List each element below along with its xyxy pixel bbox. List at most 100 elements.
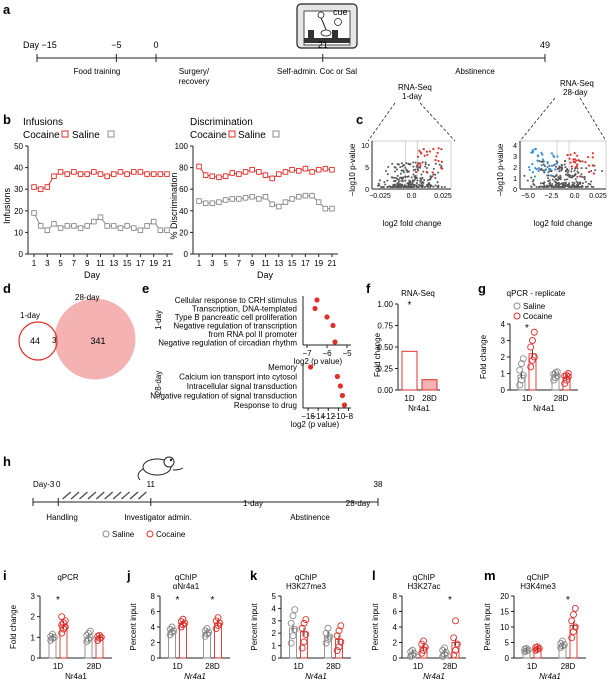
go-term-label: Calcium ion transport into cytosol bbox=[179, 373, 297, 382]
volcano-point-up bbox=[581, 160, 584, 163]
panel-label-g: g bbox=[478, 281, 486, 296]
data-point-cocaine bbox=[91, 169, 97, 175]
bar-saline bbox=[168, 630, 176, 659]
data-point-saline bbox=[104, 223, 110, 229]
volcano-point-up bbox=[573, 152, 576, 155]
volcano-point bbox=[402, 176, 405, 179]
volcano-point-up bbox=[437, 159, 440, 163]
volcano-point bbox=[538, 160, 541, 163]
go-term-label: Negative regulation of signal transducti… bbox=[150, 392, 297, 401]
volcano-point bbox=[569, 176, 572, 179]
volcano-point bbox=[424, 161, 427, 164]
data-point-cocaine bbox=[570, 611, 577, 619]
data-point-saline bbox=[553, 372, 561, 380]
volcano-point bbox=[443, 185, 446, 188]
data-point-saline bbox=[553, 368, 561, 376]
data-point-cocaine bbox=[563, 376, 570, 384]
volcano-point bbox=[553, 180, 556, 183]
volcano-point bbox=[564, 173, 567, 176]
venn-count-overlap: 3 bbox=[52, 336, 57, 345]
y-tick-label: 0.00 bbox=[377, 386, 393, 395]
data-point-cocaine bbox=[296, 168, 302, 174]
chart-go-28day: −16−14−12−10−8 bbox=[301, 364, 354, 421]
y-tick-label: 0 bbox=[272, 654, 277, 663]
volcano-point bbox=[549, 181, 552, 184]
i-title: qPCR bbox=[57, 573, 79, 582]
x-tick-label: 9 bbox=[85, 259, 90, 268]
volcano-point bbox=[416, 167, 419, 170]
volcano-point bbox=[404, 166, 407, 169]
volcano-point bbox=[423, 179, 426, 182]
volcano-point bbox=[428, 182, 431, 185]
data-point-cocaine bbox=[130, 169, 137, 175]
data-point-cocaine bbox=[333, 632, 341, 640]
timeline-tick-label: −5 bbox=[111, 40, 121, 50]
volcano-point bbox=[547, 174, 550, 177]
timeline-h-ticks: Day-3 0 11 38 bbox=[32, 480, 383, 506]
go-term-label: Negative regulation of circadian rhythm bbox=[158, 339, 297, 348]
y-tick-label: 20 bbox=[179, 228, 188, 237]
venn-28day-circle bbox=[54, 298, 136, 380]
volcano-point bbox=[411, 180, 414, 183]
y-tick-label: 40 bbox=[14, 164, 23, 173]
volcano-point bbox=[411, 183, 414, 186]
volcano-point bbox=[586, 185, 589, 188]
go-term-dot bbox=[332, 339, 338, 345]
data-point-cocaine bbox=[222, 173, 229, 179]
volcano-point-up bbox=[440, 166, 443, 169]
phase-abstinence: Abstinence bbox=[290, 513, 330, 522]
data-point-cocaine bbox=[571, 623, 579, 631]
b-infusions-legend-saline: Saline bbox=[72, 130, 100, 141]
x-tick-label: 19 bbox=[314, 259, 323, 268]
volcano-point bbox=[576, 167, 579, 170]
y-tick-label: 100 bbox=[175, 142, 189, 151]
data-point-saline bbox=[329, 205, 335, 212]
data-point-cocaine bbox=[37, 186, 44, 192]
volcano-point bbox=[401, 180, 404, 183]
go-term-dot bbox=[337, 383, 343, 389]
volcano-point bbox=[385, 170, 388, 173]
volcano-point bbox=[412, 173, 415, 176]
volcano-point-down bbox=[550, 174, 554, 178]
volcano-point bbox=[425, 167, 428, 170]
volcano-point bbox=[568, 174, 571, 177]
data-point-saline bbox=[441, 644, 448, 652]
data-point-cocaine bbox=[256, 169, 262, 175]
data-point-saline bbox=[222, 197, 229, 203]
y-tick-label: 3 bbox=[513, 154, 517, 161]
y-tick-label: 0.50 bbox=[377, 343, 393, 352]
data-point-saline bbox=[202, 200, 209, 206]
phase-food-training: Food training bbox=[74, 67, 121, 76]
timeline-tick-label: 11 bbox=[147, 480, 156, 489]
volcano-point bbox=[542, 163, 545, 166]
volcano-point bbox=[400, 176, 403, 179]
volcano-point bbox=[398, 180, 401, 183]
volcano-point bbox=[409, 180, 412, 183]
data-point-cocaine bbox=[236, 171, 242, 177]
volcano-point bbox=[540, 160, 543, 163]
volcano-point-down bbox=[554, 168, 557, 171]
volcano-point bbox=[560, 182, 563, 185]
data-point-cocaine bbox=[104, 173, 110, 179]
volcano-point bbox=[381, 185, 384, 188]
b-disc-title: Discrimination bbox=[190, 117, 253, 128]
data-point-cocaine bbox=[450, 651, 458, 659]
data-point-saline bbox=[322, 205, 329, 212]
volcano-point-up bbox=[572, 160, 576, 163]
volcano-point bbox=[563, 185, 566, 188]
volcano-point bbox=[395, 184, 398, 187]
volcano-point bbox=[430, 184, 433, 187]
volcano-point-up bbox=[573, 158, 576, 161]
volcano-point bbox=[429, 176, 432, 179]
data-point-saline bbox=[166, 625, 174, 633]
legend-saline-marker bbox=[272, 130, 280, 138]
data-point-saline bbox=[130, 225, 137, 231]
x-tick-label: −5.0 bbox=[521, 193, 535, 200]
y-tick-label: 0 bbox=[31, 654, 36, 663]
data-point-cocaine bbox=[289, 167, 295, 173]
l-title-2: H3K27ac bbox=[408, 582, 441, 591]
volcano-point bbox=[422, 170, 425, 173]
volcano-point-down bbox=[546, 162, 549, 165]
data-point-saline bbox=[209, 200, 216, 206]
x-tick-label: −7 bbox=[302, 349, 312, 358]
